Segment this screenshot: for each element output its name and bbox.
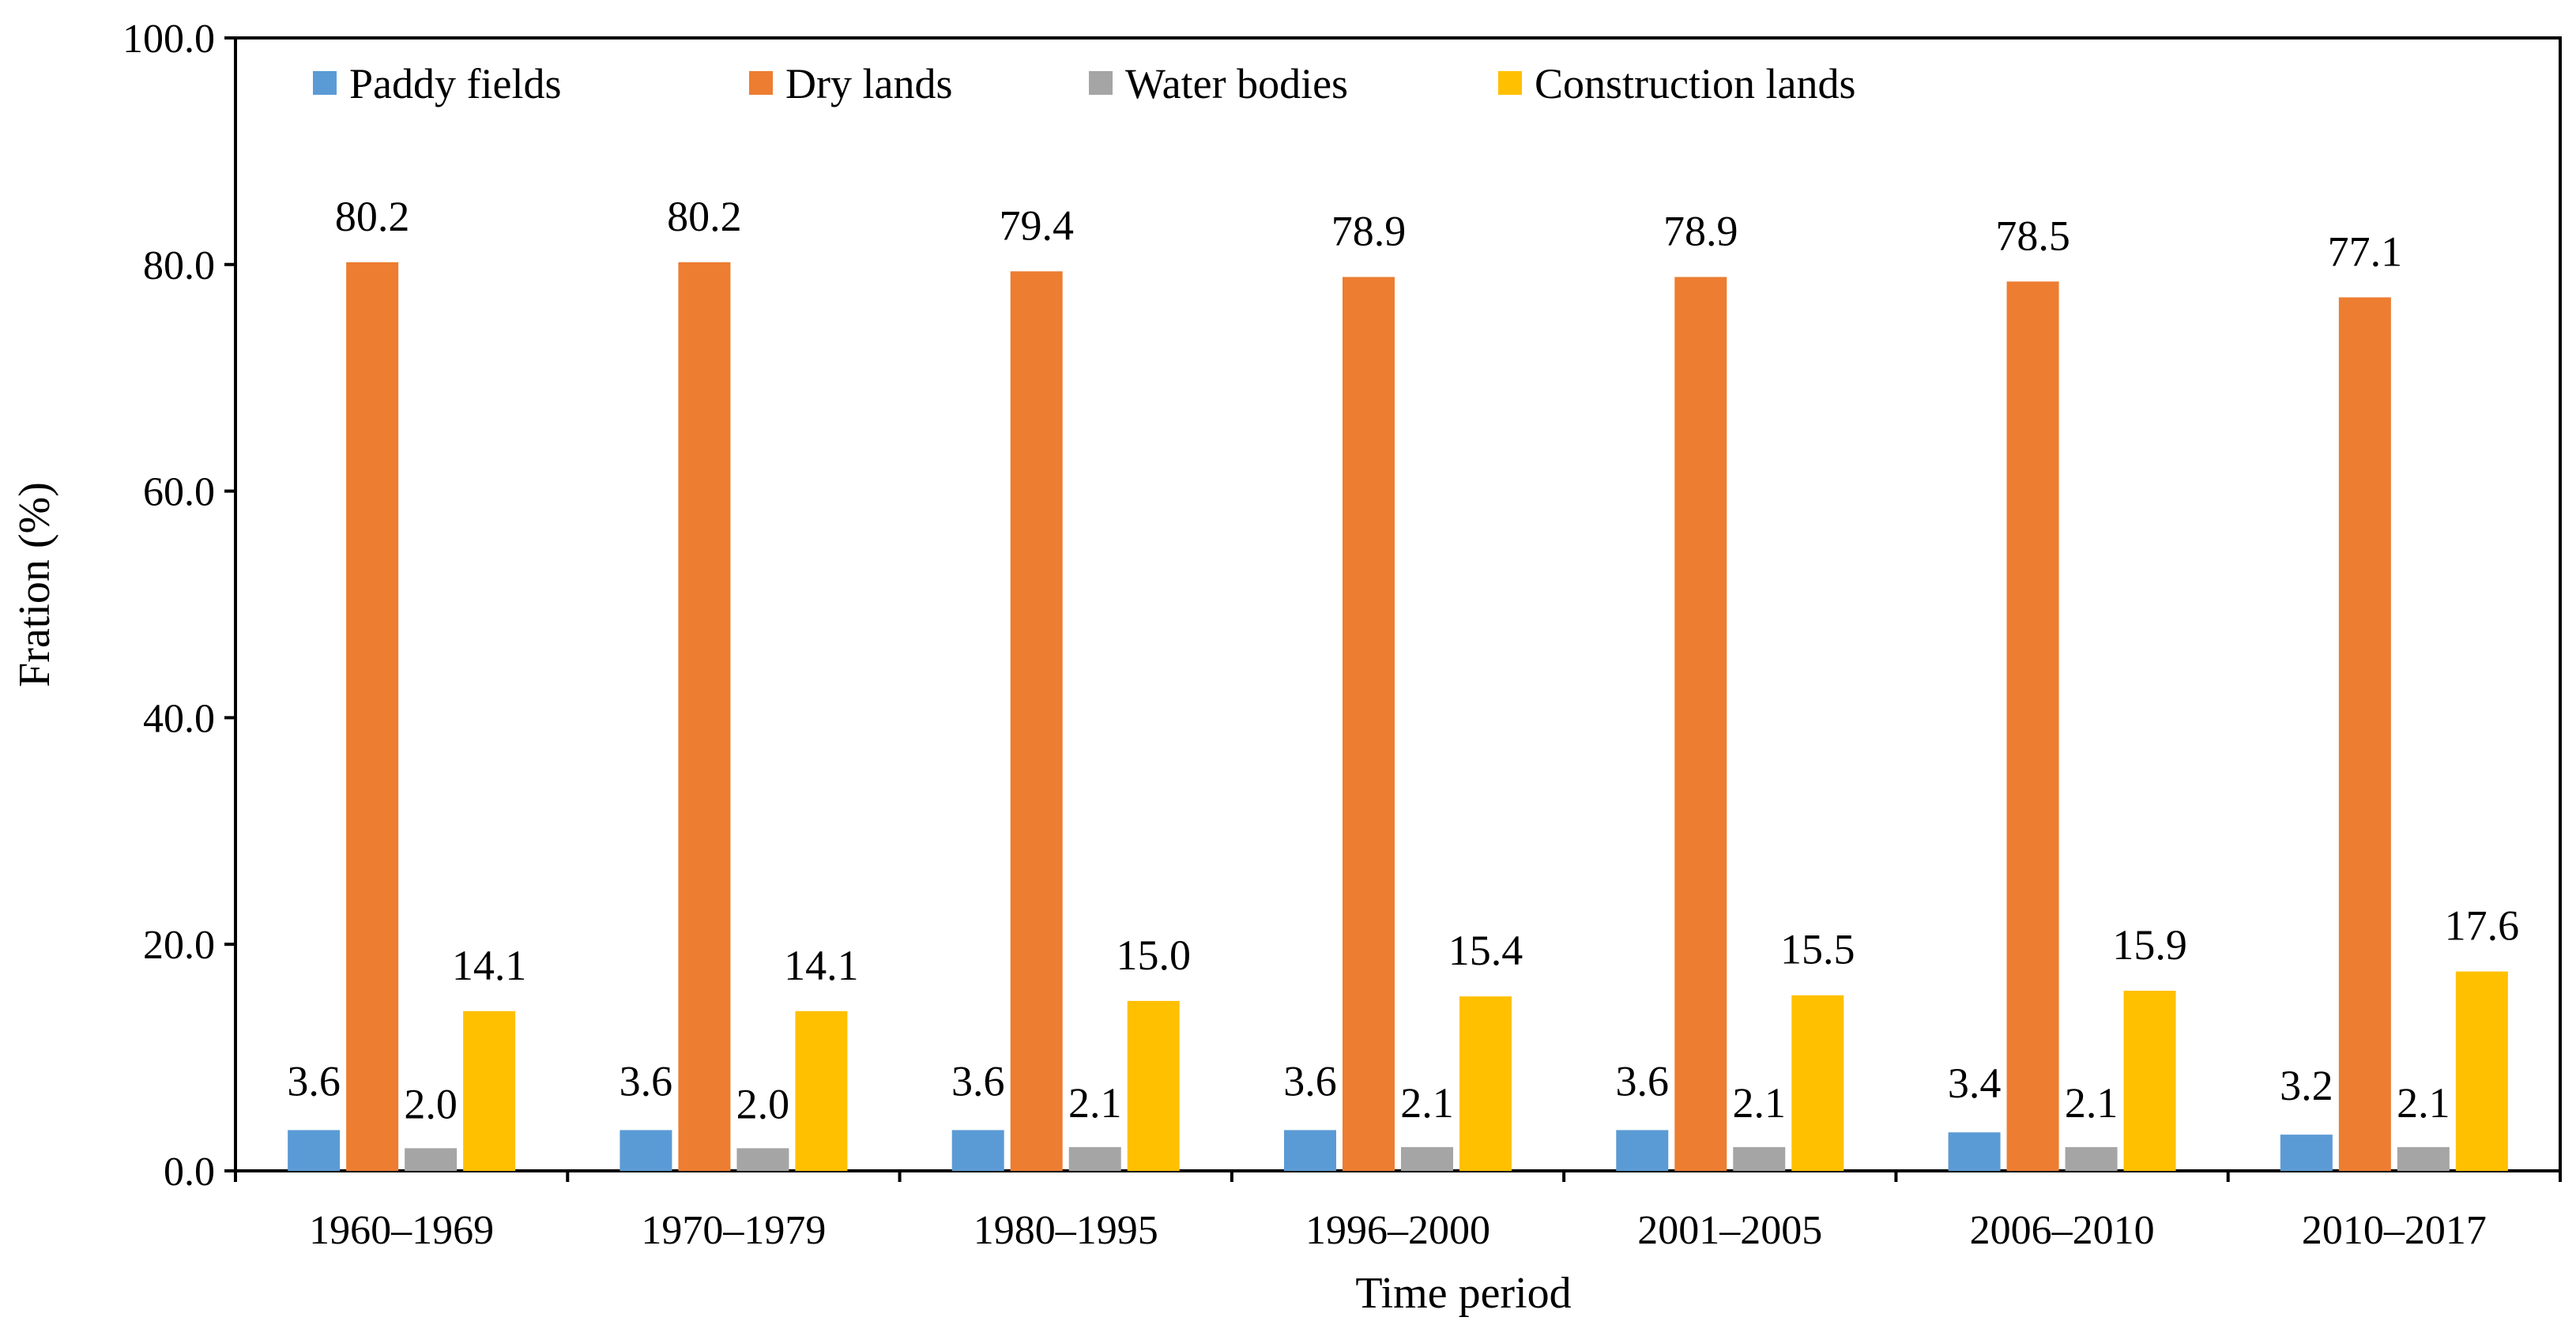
data-label: 80.2 bbox=[335, 193, 410, 240]
bar bbox=[2123, 990, 2176, 1171]
bar bbox=[1127, 1000, 1180, 1171]
legend-swatch bbox=[1089, 71, 1113, 95]
legend: Paddy fields Dry lands Water bodies Constru… bbox=[313, 60, 1855, 107]
data-label: 2.1 bbox=[1068, 1079, 1122, 1127]
legend-swatch bbox=[749, 71, 773, 95]
legend-swatch bbox=[1498, 71, 1522, 95]
y-tick-label: 20.0 bbox=[143, 923, 215, 968]
legend-label: Dry lands bbox=[785, 60, 952, 107]
x-tick-label: 2006–2010 bbox=[1970, 1208, 2155, 1253]
bar bbox=[1343, 277, 1395, 1172]
bar bbox=[346, 262, 399, 1171]
bar bbox=[795, 1010, 848, 1171]
data-label: 78.5 bbox=[1995, 212, 2070, 259]
data-label: 2.1 bbox=[2065, 1079, 2118, 1127]
bars-layer bbox=[288, 262, 2508, 1172]
bar bbox=[2006, 281, 2059, 1171]
data-label: 2.1 bbox=[1400, 1079, 1454, 1127]
bar bbox=[1948, 1132, 2001, 1171]
y-axis-title: Fration (%) bbox=[10, 482, 59, 687]
bar bbox=[951, 1130, 1004, 1171]
data-label: 78.9 bbox=[1663, 208, 1738, 255]
data-label: 14.1 bbox=[452, 942, 527, 989]
data-label: 2.1 bbox=[1733, 1079, 1787, 1127]
legend-label: Paddy fields bbox=[349, 60, 561, 107]
y-tick-label: 80.0 bbox=[143, 243, 215, 288]
data-labels-layer: 3.6 80.2 2.0 14.1 3.6 80.2 2.0 14.1 3.6 79.4 2.1 15… bbox=[287, 193, 2519, 1127]
data-label: 3.6 bbox=[620, 1057, 673, 1105]
x-tick-label: 1970–1979 bbox=[641, 1208, 826, 1253]
y-tick-label: 100.0 bbox=[122, 17, 215, 62]
bar bbox=[1010, 271, 1063, 1171]
data-label: 3.6 bbox=[951, 1057, 1005, 1105]
data-label: 17.6 bbox=[2445, 902, 2520, 950]
data-label: 3.6 bbox=[1283, 1057, 1337, 1105]
bar bbox=[1616, 1130, 1669, 1171]
data-label: 15.9 bbox=[2112, 921, 2187, 969]
x-tick-label: 1980–1995 bbox=[974, 1208, 1158, 1253]
data-label: 3.4 bbox=[1948, 1059, 2002, 1107]
bar bbox=[288, 1130, 341, 1171]
data-label: 78.9 bbox=[1331, 208, 1407, 255]
legend-label: Construction lands bbox=[1535, 60, 1855, 107]
data-label: 14.1 bbox=[784, 942, 859, 989]
bar bbox=[463, 1010, 516, 1171]
data-label: 77.1 bbox=[2328, 228, 2403, 275]
x-tick-label: 2010–2017 bbox=[2302, 1208, 2487, 1253]
bar bbox=[1791, 995, 1844, 1171]
bar bbox=[405, 1148, 458, 1171]
y-tick-label: 60.0 bbox=[143, 470, 215, 515]
data-label: 15.4 bbox=[1448, 927, 1523, 974]
bar bbox=[736, 1148, 789, 1171]
plot-frame bbox=[234, 36, 2562, 1172]
legend-swatch bbox=[313, 71, 337, 95]
axes-layer: 0.0 20.0 40.0 60.0 80.0 100.0 1960–1969 1970–19… bbox=[122, 17, 2562, 1253]
data-label: 3.2 bbox=[2280, 1062, 2333, 1109]
bar bbox=[1401, 1146, 1453, 1171]
bar bbox=[2397, 1146, 2450, 1171]
data-label: 2.1 bbox=[2397, 1079, 2450, 1127]
data-label: 3.6 bbox=[287, 1057, 341, 1105]
data-label: 15.0 bbox=[1116, 931, 1191, 979]
data-label: 15.5 bbox=[1780, 926, 1855, 973]
bar bbox=[2338, 297, 2391, 1171]
x-tick-label: 2001–2005 bbox=[1637, 1208, 1822, 1253]
x-tick-label: 1996–2000 bbox=[1305, 1208, 1490, 1253]
y-tick-label: 0.0 bbox=[164, 1150, 215, 1195]
bar bbox=[1068, 1146, 1121, 1171]
data-label: 2.0 bbox=[404, 1080, 458, 1127]
y-tick-label: 40.0 bbox=[143, 696, 215, 741]
data-label: 2.0 bbox=[736, 1080, 790, 1127]
data-label: 3.6 bbox=[1616, 1057, 1670, 1105]
data-label: 80.2 bbox=[667, 193, 742, 240]
x-tick-label: 1960–1969 bbox=[309, 1208, 494, 1253]
bar bbox=[678, 262, 731, 1171]
bar bbox=[1733, 1146, 1786, 1171]
bar bbox=[620, 1130, 672, 1171]
bar bbox=[1459, 996, 1512, 1171]
legend-label: Water bodies bbox=[1125, 60, 1348, 107]
bar bbox=[1674, 277, 1727, 1172]
x-axis-title: Time period bbox=[1355, 1269, 1571, 1318]
bar bbox=[2455, 971, 2508, 1171]
bar bbox=[1284, 1130, 1336, 1171]
bar bbox=[2280, 1135, 2333, 1171]
bar bbox=[2065, 1146, 2118, 1171]
data-label: 79.4 bbox=[999, 201, 1074, 249]
